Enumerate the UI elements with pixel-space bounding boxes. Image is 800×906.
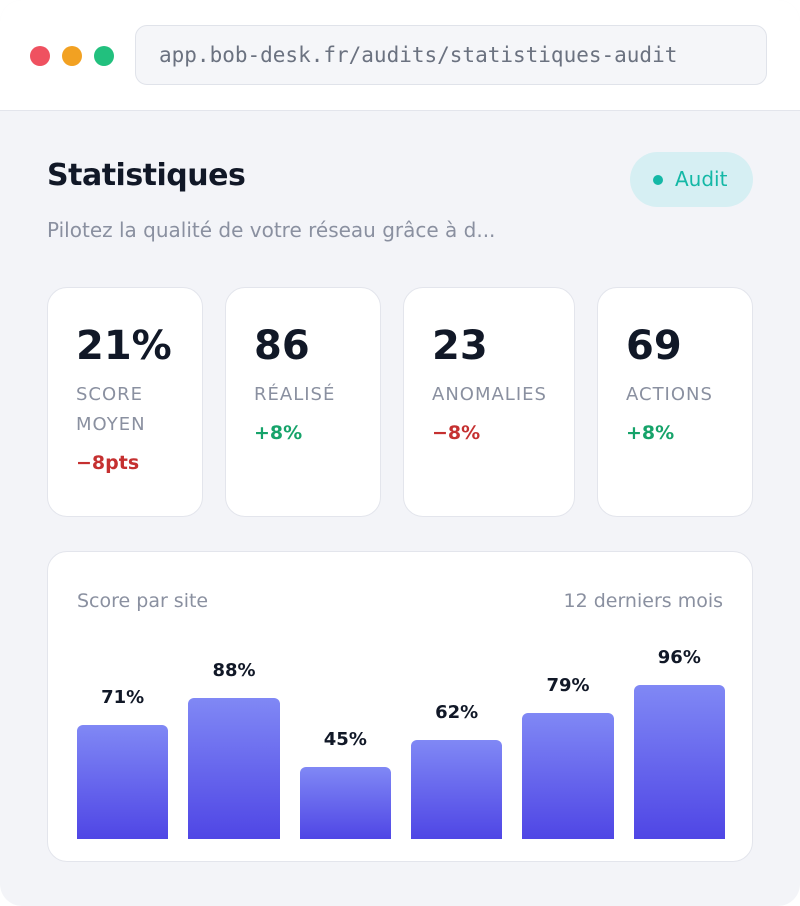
bar xyxy=(299,767,391,839)
chart-title: Score par site xyxy=(77,590,209,612)
kpi-label: RÉALISÉ xyxy=(254,384,336,405)
bar-value-label: 96% xyxy=(657,647,701,669)
bar-value-label: 71% xyxy=(101,687,145,709)
kpi-card: 69 ACTIONS +8% xyxy=(597,287,753,517)
page-title: Statistiques xyxy=(47,158,246,193)
bar-value-label: 88% xyxy=(212,660,256,682)
kpi-card: 21% SCORE MOYEN −8pts xyxy=(47,287,203,517)
kpi-card: 86 RÉALISÉ +8% xyxy=(225,287,381,517)
minimize-dot[interactable] xyxy=(62,46,82,66)
badge[interactable]: Audit xyxy=(630,152,753,207)
bar xyxy=(77,725,169,839)
bar xyxy=(633,685,725,839)
bar-value-label: 45% xyxy=(323,729,367,750)
kpi-value: 21% xyxy=(76,323,172,369)
bar xyxy=(188,698,280,839)
url-bar[interactable]: app.bob-desk.fr/audits/statistiques-audi… xyxy=(135,25,767,85)
maximize-dot[interactable] xyxy=(94,46,114,66)
kpi-card: 23 ANOMALIES −8% xyxy=(403,287,575,517)
kpi-delta: +8% xyxy=(254,422,303,444)
kpi-value: 23 xyxy=(432,323,488,369)
subtitle: Pilotez la qualité de votre réseau grâce… xyxy=(47,218,496,242)
kpi-delta: −8% xyxy=(432,422,481,444)
bar-value-label: 79% xyxy=(546,674,590,696)
kpi-label: ACTIONS xyxy=(626,384,713,405)
kpi-value: 69 xyxy=(626,323,682,369)
kpi-delta: −8pts xyxy=(76,452,140,474)
kpi-label: ANOMALIES xyxy=(432,384,547,405)
browser-bar: app.bob-desk.fr/audits/statistiques-audi… xyxy=(0,0,800,111)
bar-value-label: 62% xyxy=(435,701,479,723)
chart-subtitle: 12 derniers mois xyxy=(563,590,723,612)
bar xyxy=(522,712,614,839)
kpi-delta: +8% xyxy=(626,422,675,444)
close-dot[interactable] xyxy=(30,46,50,66)
chart-card: Score par site 12 derniers mois 71% 88% 45… xyxy=(47,551,753,862)
kpi-value: 86 xyxy=(254,323,310,369)
bar xyxy=(411,739,503,839)
kpi-label: SCORE MOYEN xyxy=(76,384,146,435)
